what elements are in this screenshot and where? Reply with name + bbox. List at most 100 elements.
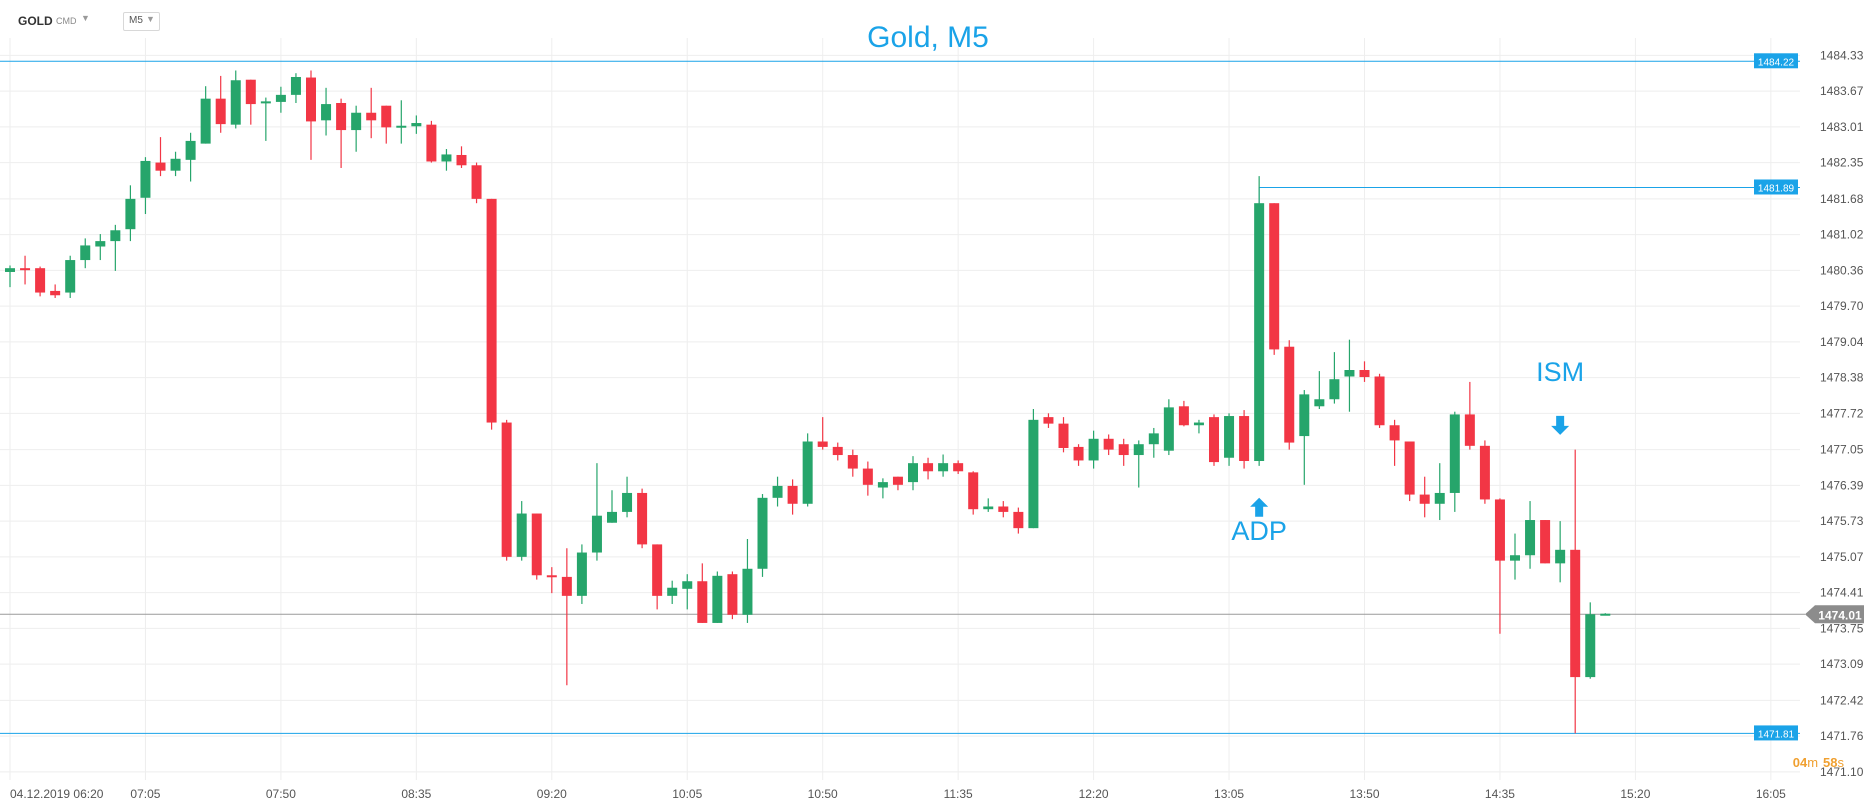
x-tick-label: 10:05 <box>672 787 702 801</box>
y-tick-label: 1471.76 <box>1820 729 1864 743</box>
candle-body <box>727 574 738 615</box>
candle-body <box>847 455 858 469</box>
candle-body <box>1103 438 1114 450</box>
candle-body <box>1043 417 1054 424</box>
candle-body <box>1163 407 1174 451</box>
x-tick-label: 08:35 <box>401 787 431 801</box>
candle-body <box>877 482 888 488</box>
current-price-label: 1474.01 <box>1818 608 1862 622</box>
candle-body <box>1434 492 1445 504</box>
candle-body <box>1314 399 1325 407</box>
candle-body <box>396 125 407 128</box>
x-tick-label: 10:50 <box>808 787 838 801</box>
candle-body <box>1404 441 1415 495</box>
candle-body <box>456 154 467 166</box>
countdown-s-unit: s <box>1838 755 1845 770</box>
candle-body <box>1178 406 1189 426</box>
candle-body <box>591 515 602 553</box>
y-tick-label: 1475.07 <box>1820 550 1864 564</box>
candle-body <box>908 463 918 483</box>
candle-body <box>1525 520 1536 556</box>
candle-body <box>1058 423 1069 448</box>
arrow-down-icon <box>1551 415 1570 435</box>
candle-body <box>832 446 843 456</box>
candle-body <box>1073 446 1084 461</box>
candle-body <box>938 463 949 472</box>
candle-body <box>230 80 241 125</box>
chart-title: Gold, M5 <box>867 21 989 54</box>
horizontal-levels: 1484.22 1481.89 1471.81 1474.01 <box>0 53 1864 741</box>
candle-body <box>787 485 798 504</box>
y-tick-label: 1474.41 <box>1820 586 1864 600</box>
arrow-up-icon <box>1250 497 1269 517</box>
candle-body <box>1133 444 1144 456</box>
annotation-label-ism: ISM <box>1536 357 1584 387</box>
x-tick-label: 09:20 <box>537 787 567 801</box>
candle-body <box>260 101 271 104</box>
candle-body <box>1193 422 1204 426</box>
candle-body <box>546 575 557 578</box>
candle-body <box>1224 416 1235 458</box>
symbol-name[interactable]: GOLD <box>18 14 53 28</box>
candle-body <box>351 112 362 131</box>
candle-body <box>561 576 572 596</box>
timeframe-label: M5 <box>129 15 143 26</box>
candle-body <box>1269 203 1280 350</box>
candle-body <box>637 492 648 545</box>
timeframe-select[interactable]: M5 ▼ <box>123 12 160 31</box>
candle-body <box>1329 379 1340 400</box>
candle-body <box>1389 425 1400 441</box>
candle-body <box>1374 376 1385 426</box>
candle-body <box>802 441 813 504</box>
candle-body <box>953 463 964 472</box>
candle-body <box>170 158 181 171</box>
candle-body <box>1254 203 1265 461</box>
candle-body <box>200 98 211 144</box>
candle-body <box>80 245 91 261</box>
price-axis[interactable]: 1484.33 1483.67 1483.01 1482.35 1481.68 1481.… <box>1820 48 1864 779</box>
candle-body <box>1600 613 1611 616</box>
annotations: ADP ISM <box>1231 357 1584 546</box>
x-tick-label: 16:05 <box>1756 787 1786 801</box>
candle-body <box>1284 346 1295 443</box>
candle-body <box>667 587 678 596</box>
level-price-tag <box>1754 725 1798 741</box>
candle-body <box>501 422 512 557</box>
candle-body <box>1570 549 1581 678</box>
y-tick-label: 1475.73 <box>1820 514 1864 528</box>
candle-body <box>110 230 121 242</box>
candle-body <box>215 98 226 125</box>
candle-body <box>411 123 422 127</box>
candle-body <box>1209 417 1219 463</box>
y-tick-label: 1473.75 <box>1820 621 1864 635</box>
candle-body <box>275 94 286 102</box>
candle-body <box>1540 520 1551 564</box>
candle-body <box>1449 414 1460 493</box>
y-tick-label: 1477.72 <box>1820 406 1864 420</box>
candle-body <box>1013 511 1024 529</box>
candle-body <box>1088 438 1099 461</box>
candle-body <box>1344 370 1355 377</box>
candle-body <box>471 165 482 199</box>
candle-body <box>862 468 873 485</box>
x-tick-label: 13:50 <box>1349 787 1379 801</box>
time-axis[interactable]: 04.12.2019 06:20 07:05 07:50 08:35 09:20 10:0… <box>10 787 1786 801</box>
countdown-m-unit: m <box>1807 755 1818 770</box>
timeframe-dropdown-icon: ▼ <box>146 14 155 24</box>
y-tick-label: 1473.09 <box>1820 657 1864 671</box>
candle-body <box>1299 394 1310 437</box>
symbol-type[interactable]: CMD <box>56 16 77 26</box>
candle-body <box>185 140 196 160</box>
y-tick-label: 1479.70 <box>1820 299 1864 313</box>
x-tick-label: 15:20 <box>1620 787 1650 801</box>
level-price-label: 1484.22 <box>1758 57 1795 68</box>
y-tick-label: 1484.33 <box>1820 48 1864 62</box>
x-tick-label: 04.12.2019 06:20 <box>10 787 104 801</box>
candle-body <box>516 513 527 557</box>
candle-body <box>366 112 377 121</box>
candle-body <box>576 552 587 596</box>
symbol-dropdown-icon[interactable]: ▼ <box>81 13 90 23</box>
candle-body <box>1419 494 1430 504</box>
candle-body <box>50 290 61 296</box>
